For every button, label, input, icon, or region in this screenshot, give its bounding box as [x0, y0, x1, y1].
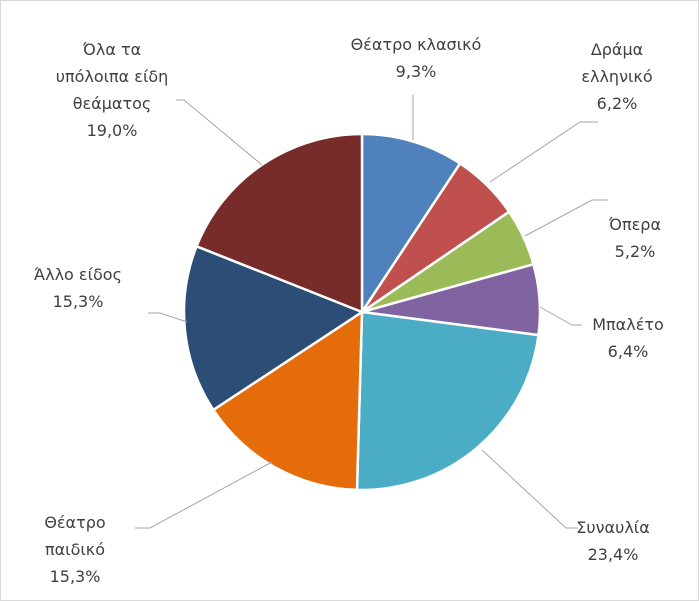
value-label: 9,3%: [395, 62, 437, 81]
pie-slice: [211, 309, 364, 492]
leader-line: [489, 121, 598, 183]
pie-slice: [355, 310, 540, 492]
leader-line: [481, 449, 578, 529]
category-label: Δράμα ελληνικό: [581, 40, 653, 86]
data-label: Άλλο είδος 15,3%: [18, 261, 138, 315]
pie-slice: [182, 244, 365, 412]
category-label: Συναυλία: [576, 518, 650, 537]
data-label: Συναυλία 23,4%: [558, 514, 668, 568]
leader-line: [524, 199, 608, 237]
leader-line: [148, 312, 188, 323]
leader-line: [176, 99, 263, 166]
data-label: Μπαλέτο 6,4%: [578, 311, 678, 365]
category-label: Μπαλέτο: [592, 315, 664, 334]
data-label: Δράμα ελληνικό 6,2%: [572, 36, 662, 117]
value-label: 5,2%: [614, 242, 656, 261]
category-label: Θέατρο κλασικό: [350, 35, 482, 54]
data-label: Όπερα 5,2%: [590, 211, 680, 265]
leader-line: [539, 306, 582, 326]
leader-line: [135, 461, 273, 529]
data-label: Θέατρο παιδικό 15,3%: [35, 509, 115, 590]
value-label: 19,0%: [86, 121, 138, 140]
value-label: 6,4%: [607, 342, 649, 361]
category-label: Όπερα: [609, 215, 661, 234]
data-label: Όλα τα υπόλοιπα είδη θεάματος 19,0%: [50, 36, 175, 144]
category-label: Όλα τα υπόλοιπα είδη θεάματος: [55, 40, 169, 113]
value-label: 23,4%: [587, 545, 639, 564]
value-label: 15,3%: [49, 567, 101, 586]
data-label: Θέατρο κλασικό 9,3%: [306, 31, 526, 85]
value-label: 6,2%: [596, 94, 638, 113]
category-label: Θέατρο παιδικό: [44, 513, 106, 559]
pie-slice: [360, 132, 462, 317]
value-label: 15,3%: [52, 292, 104, 311]
category-label: Άλλο είδος: [34, 265, 122, 284]
